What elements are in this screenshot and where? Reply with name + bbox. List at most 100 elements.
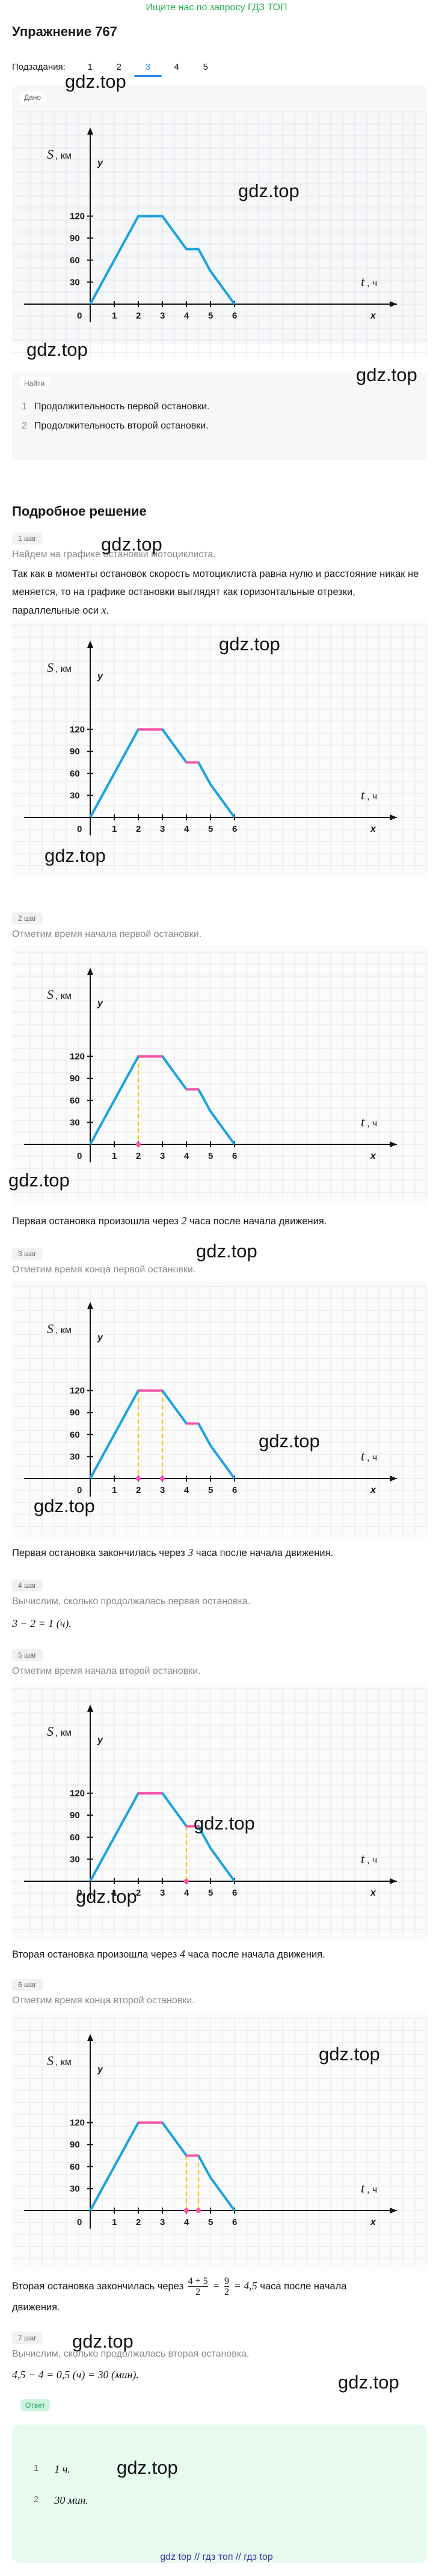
subtask-tab-4[interactable]: 4 (174, 61, 179, 72)
x-tick-label: 5 (208, 1485, 213, 1495)
y-tick-label: 30 (70, 790, 80, 801)
fraction-2-num: 9 (224, 2276, 230, 2287)
y-tick-label: 90 (70, 1408, 80, 1418)
y-axis-label-s: S (47, 2053, 54, 2068)
step-note-4: Вычислим, сколько продолжалась первая ос… (12, 1596, 251, 1607)
subtask-tab-3[interactable]: 3 (134, 62, 162, 77)
y-axis-arrow (87, 1705, 93, 1712)
y-axis-label-unit: , км (55, 991, 72, 1001)
watermark: gdz.top (356, 364, 417, 385)
time-marker (184, 2208, 189, 2213)
subtask-tab-5[interactable]: 5 (203, 61, 208, 72)
step-6-text-c: движения. (12, 2302, 60, 2313)
step-5-value: 4 (179, 1948, 185, 1960)
step-badge-6: 6 шаг (12, 1979, 43, 1991)
y-axis-arrow (87, 968, 93, 975)
y-axis-name: y (97, 998, 103, 1009)
subtask-tabs: Подзадания: 1 2 3 4 5 (12, 58, 433, 77)
y-tick-label: 120 (70, 725, 85, 735)
x-tick-label: 1 (112, 1485, 117, 1495)
subtask-tab-2[interactable]: 2 (116, 61, 121, 72)
origin-label: 0 (77, 1485, 82, 1495)
t-axis-unit: , ч (367, 278, 377, 288)
y-axis-label-s: S (47, 147, 54, 162)
x-tick-label: 2 (136, 311, 141, 321)
y-tick-label: 90 (70, 233, 80, 243)
result-value: = 4,5 (233, 2280, 257, 2292)
x-tick-label: 2 (136, 1485, 141, 1495)
y-tick-label: 30 (70, 277, 80, 287)
step-text-5: Вторая остановка произошла через 4 часа … (12, 1945, 421, 1964)
y-tick-label: 120 (70, 1386, 85, 1396)
step-2-text-b: часа после начала движения. (189, 1216, 327, 1227)
x-tick-label: 3 (160, 311, 165, 321)
y-tick-label: 90 (70, 1810, 80, 1821)
x-tick-label: 3 (160, 2217, 165, 2227)
x-tick-label: 2 (136, 1151, 141, 1161)
graph-step-5: S, км y t, ч x 0 1 2 3 4 5 6 30 60 90 120 (12, 1683, 427, 1941)
x-tick-label: 2 (136, 1888, 141, 1898)
y-axis-label-s: S (47, 1321, 54, 1336)
fraction-1-den: 2 (195, 2287, 201, 2298)
watermark: gdz.top (45, 845, 106, 866)
x-tick-label: 4 (184, 311, 189, 321)
subtasks-label: Подзадания: (12, 61, 66, 72)
watermark: gdz.top (65, 71, 126, 92)
y-tick-label: 90 (70, 746, 80, 757)
y-axis-label-s: S (47, 660, 54, 675)
solution-title: Подробное решение (12, 504, 147, 519)
y-axis-label-s: S (47, 987, 54, 1002)
x-tick-label: 1 (112, 2217, 117, 2227)
step-5-text-a: Вторая остановка произошла через (12, 1949, 177, 1960)
x-tick-label: 5 (208, 1151, 213, 1161)
y-axis-label-unit: , км (55, 1325, 72, 1335)
watermark: gdz.top (319, 2043, 380, 2065)
x-tick-label: 3 (160, 1888, 165, 1898)
time-marker (184, 1879, 189, 1884)
t-axis-label: t (361, 2181, 365, 2196)
answer-tag: Ответ (20, 2399, 50, 2411)
step-1-text: Так как в моменты остановок скорость мот… (12, 569, 419, 616)
watermark: gdz.top (72, 2331, 134, 2352)
chart-svg: S, км y t, ч x 0 1 2 3 4 5 6 30 60 90 120 (12, 2018, 427, 2265)
y-tick-label: 60 (70, 255, 80, 266)
watermark: gdz.top (259, 1430, 320, 1451)
time-marker (136, 1142, 141, 1147)
step-3-value: 3 (188, 1546, 194, 1558)
step-badge-7: 7 шаг (12, 2332, 43, 2344)
answer-item-2: 2 30 мин. (34, 2494, 88, 2507)
step-text-6: Вторая остановка закончилась через 4 + 5… (12, 2275, 421, 2318)
x-tick-label: 5 (208, 1888, 213, 1898)
watermark: gdz.top (8, 1170, 70, 1191)
x-tick-label: 1 (112, 1151, 117, 1161)
y-axis-label-unit: , км (55, 2057, 72, 2068)
t-axis-label: t (361, 1851, 365, 1866)
find-item-2: 2 Продолжительность второй остановки. (22, 421, 427, 432)
x-axis-name: x (370, 824, 376, 834)
search-hint-link[interactable]: Ищите нас по запросу ГДЗ ТОП (146, 2, 287, 13)
x-tick-label: 1 (112, 311, 117, 321)
t-axis-unit: , ч (367, 2185, 377, 2195)
x-tick-label: 4 (184, 1151, 189, 1161)
x-tick-label: 3 (160, 1485, 165, 1495)
y-tick-label: 120 (70, 1789, 85, 1799)
footer-links[interactable]: gdz top // гдз топ // гдз top (160, 2552, 273, 2562)
y-tick-label: 30 (70, 2184, 80, 2194)
equals-sign: = (212, 2280, 220, 2292)
step-text-1: Так как в моменты остановок скорость мот… (12, 565, 421, 620)
x-tick-label: 5 (208, 311, 213, 321)
answer-number: 1 (34, 2463, 39, 2473)
t-axis-label: t (361, 274, 365, 289)
watermark: gdz.top (219, 633, 280, 655)
step-5-text-b: часа после начала движения. (188, 1949, 325, 1960)
chart-svg: S, км y t, ч x 0 1 2 3 4 5 6 30 60 90 120 (12, 111, 427, 358)
step-badge-3: 3 шаг (12, 1248, 43, 1260)
x-tick-label: 1 (112, 824, 117, 834)
t-axis-label: t (361, 787, 365, 802)
y-axis-label-unit: , км (55, 151, 72, 161)
watermark: gdz.top (76, 1886, 137, 1907)
y-tick-label: 90 (70, 1073, 80, 1084)
subtask-tab-1[interactable]: 1 (87, 61, 93, 72)
y-axis-name: y (97, 2065, 103, 2075)
